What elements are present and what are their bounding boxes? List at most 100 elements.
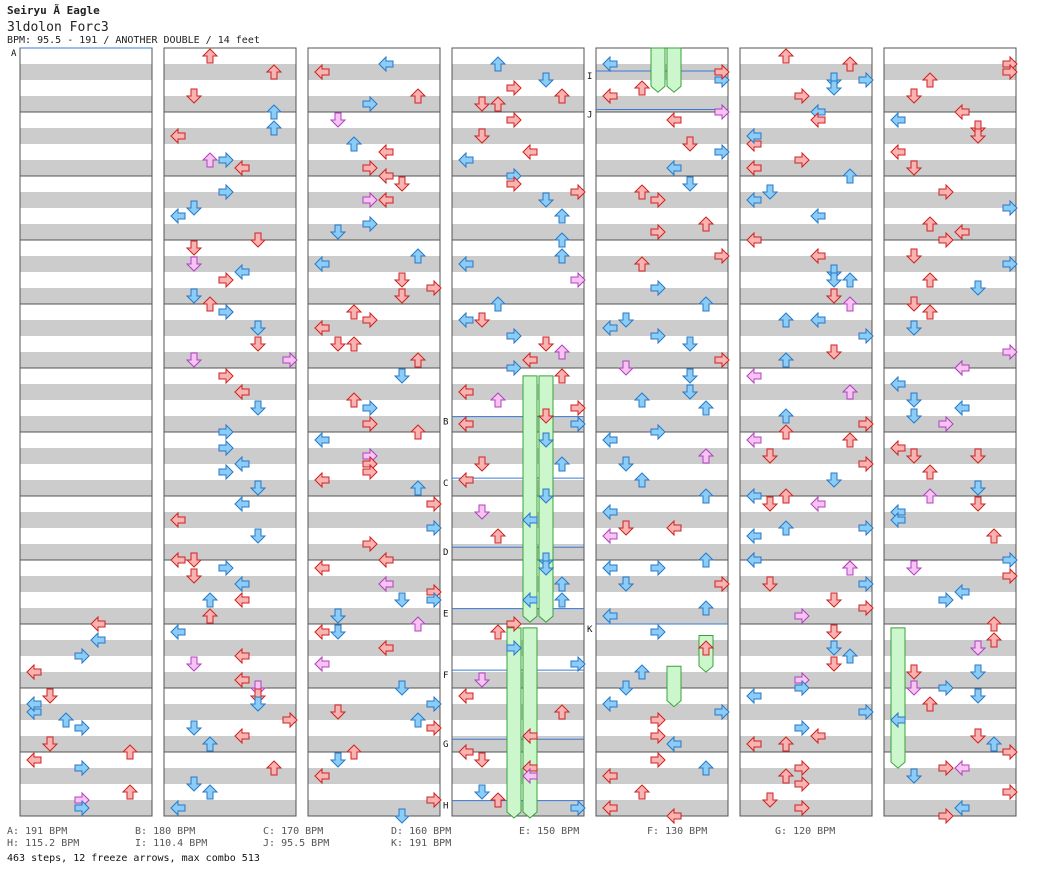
step-arrow — [633, 472, 651, 488]
step-arrow — [553, 88, 571, 104]
step-arrow — [794, 719, 810, 737]
step-arrow — [185, 352, 203, 368]
beat-band — [308, 736, 440, 752]
step-arrow — [714, 351, 730, 369]
step-arrow — [506, 111, 522, 129]
step-arrow — [426, 495, 442, 513]
beat-band — [20, 384, 152, 400]
step-arrow — [746, 191, 762, 209]
step-arrow — [121, 784, 139, 800]
step-arrow — [905, 296, 923, 312]
step-arrow — [905, 448, 923, 464]
step-arrow — [650, 423, 666, 441]
step-arrow — [74, 719, 90, 737]
beat-band — [308, 672, 440, 688]
step-arrow — [697, 400, 715, 416]
step-arrow — [921, 304, 939, 320]
step-arrow — [506, 175, 522, 193]
beat-band — [20, 288, 152, 304]
step-arrow — [938, 679, 954, 697]
step-arrow — [602, 527, 618, 545]
beat-band — [308, 384, 440, 400]
step-arrow — [794, 151, 810, 169]
step-arrow — [522, 727, 538, 745]
step-arrow — [858, 71, 874, 89]
step-arrow — [90, 631, 106, 649]
beat-band — [452, 192, 584, 208]
beat-band — [884, 256, 1016, 272]
step-arrow — [777, 312, 795, 328]
beat-band — [596, 384, 728, 400]
step-arrow — [905, 392, 923, 408]
freeze-arrow — [890, 627, 906, 769]
beat-band — [164, 352, 296, 368]
bpm-legend-k: K: 191 BPM — [391, 838, 452, 849]
step-arrow — [378, 191, 394, 209]
beat-band — [164, 64, 296, 80]
bpm-legend-d: D: 160 BPM — [391, 826, 452, 837]
beat-band — [884, 704, 1016, 720]
step-arrow — [234, 383, 250, 401]
step-arrow — [650, 623, 666, 641]
step-arrow — [810, 207, 826, 225]
beat-band — [596, 352, 728, 368]
step-arrow — [746, 367, 762, 385]
beat-band — [20, 544, 152, 560]
step-arrow — [409, 480, 427, 496]
beat-band — [308, 800, 440, 816]
step-arrow — [234, 159, 250, 177]
step-arrow — [746, 159, 762, 177]
step-arrow — [185, 88, 203, 104]
step-arrow — [282, 351, 298, 369]
step-arrow — [362, 95, 378, 113]
beat-band — [596, 128, 728, 144]
step-arrow — [1002, 63, 1018, 81]
step-arrow — [810, 247, 826, 265]
beat-band — [20, 320, 152, 336]
step-arrow — [681, 136, 699, 152]
beat-band — [308, 128, 440, 144]
beat-band — [308, 544, 440, 560]
step-arrow — [1002, 551, 1018, 569]
beat-band — [164, 320, 296, 336]
step-arrow — [282, 711, 298, 729]
song-title: Seiryu Ã Eagle — [7, 4, 100, 17]
bpm-change-label: G — [443, 740, 448, 750]
step-arrow — [858, 455, 874, 473]
step-arrow — [378, 55, 394, 73]
step-arrow — [650, 751, 666, 769]
step-arrow — [570, 399, 586, 417]
step-arrow — [602, 55, 618, 73]
step-arrow — [522, 351, 538, 369]
step-arrow — [825, 592, 843, 608]
step-arrow — [409, 352, 427, 368]
step-arrow — [57, 712, 75, 728]
step-arrow — [249, 400, 267, 416]
step-arrow — [170, 551, 186, 569]
step-arrow — [841, 168, 859, 184]
step-arrow — [985, 528, 1003, 544]
step-arrow — [602, 607, 618, 625]
step-arrow — [954, 223, 970, 241]
step-arrow — [170, 207, 186, 225]
beat-band — [452, 128, 584, 144]
freeze-arrow — [650, 47, 666, 93]
beat-band — [20, 448, 152, 464]
beat-band — [308, 352, 440, 368]
step-arrow — [201, 152, 219, 168]
step-arrow — [458, 415, 474, 433]
step-arrow — [378, 143, 394, 161]
beat-band — [452, 352, 584, 368]
step-arrow — [650, 279, 666, 297]
beat-band — [308, 576, 440, 592]
step-arrow — [329, 624, 347, 640]
step-arrow — [570, 415, 586, 433]
step-arrow — [633, 392, 651, 408]
step-arrow — [825, 472, 843, 488]
step-arrow — [362, 215, 378, 233]
bpm-change-label: E — [443, 610, 448, 620]
step-arrow — [602, 767, 618, 785]
beat-band — [164, 512, 296, 528]
step-arrow — [537, 192, 555, 208]
